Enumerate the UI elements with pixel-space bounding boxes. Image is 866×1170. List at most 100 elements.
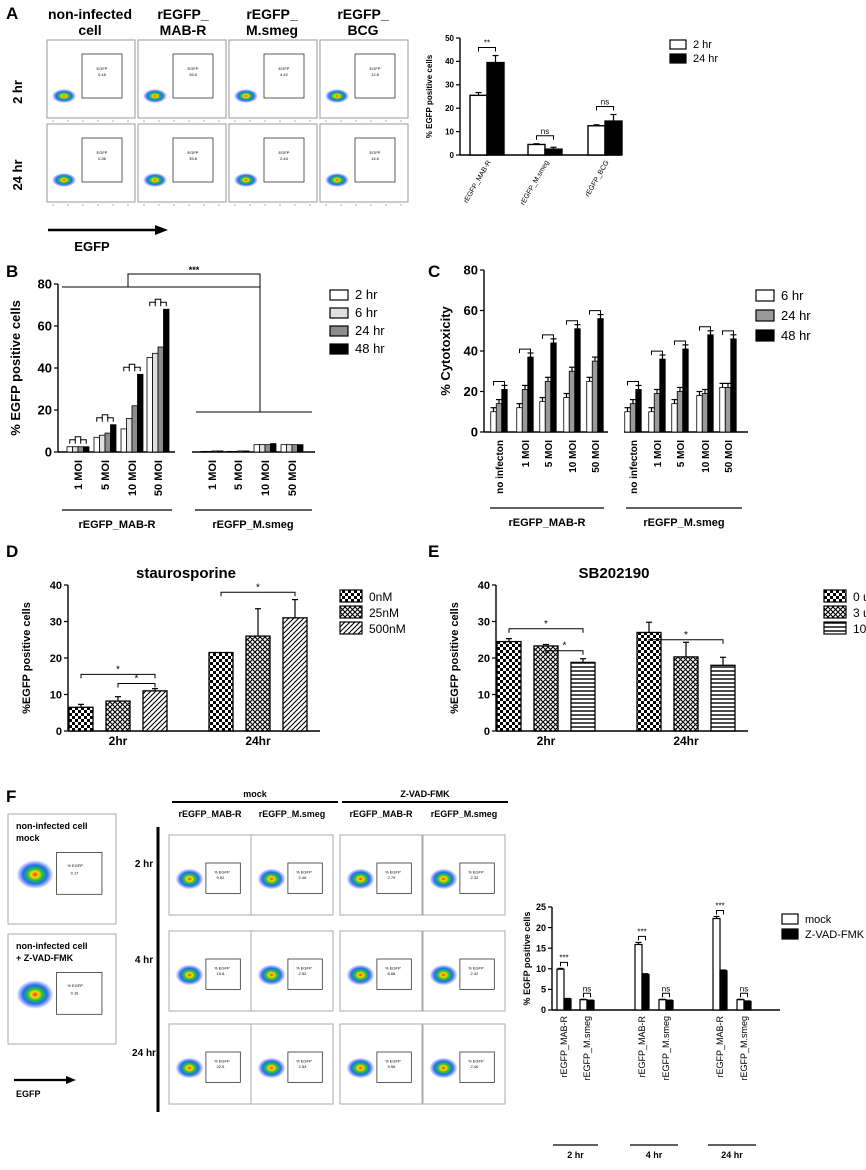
gate-label: EGFP — [370, 66, 381, 71]
gate-value: 0.17 — [71, 871, 80, 876]
y-tick-label: 0 — [56, 726, 62, 738]
panel-f-flow: % EGFP 0.17 non-infected cell mock % EGFP 0.1… — [7, 789, 508, 1112]
gate-value: 2.52 — [299, 971, 308, 976]
cell-population — [16, 860, 54, 889]
col-title-mab-r: rEGFP_ MAB-R — [157, 6, 209, 38]
bar — [110, 424, 117, 453]
panel-a-flow-plots: 2 hr 24 hr EGFP0.18EGFP26.5EGFP4.42EGFP1… — [10, 39, 409, 254]
gate-label: EGFP — [188, 150, 199, 155]
significance-bracket — [560, 961, 568, 967]
y-tick-label: 60 — [464, 303, 478, 318]
egfp-gate — [287, 958, 323, 990]
cell-population — [429, 868, 458, 890]
bar — [653, 393, 661, 433]
flow-plot: % EGFP 0.17 non-infected cell mock — [7, 813, 117, 925]
bar — [282, 617, 308, 732]
egfp-gate — [81, 137, 123, 183]
legend-swatch — [329, 325, 349, 337]
cell-population — [175, 1057, 204, 1079]
egfp-gate — [287, 862, 323, 894]
y-tick-label: 40 — [445, 57, 454, 66]
legend-label: 0nM — [369, 590, 392, 604]
bar — [217, 450, 224, 453]
significance-label: ns — [583, 984, 591, 993]
x-tick-label: 10 MOI — [568, 440, 579, 473]
cell-population — [346, 1057, 375, 1079]
bar — [539, 401, 546, 433]
legend-label: 2 hr — [693, 39, 712, 51]
bar — [83, 446, 90, 453]
gate-label: % EGFP — [468, 869, 484, 874]
gate-label: % EGFP — [385, 869, 401, 874]
gate-label: EGFP — [188, 66, 199, 71]
panel-e-bar-chart: SB202190 0 10 20 30 40 %EGFP positive cells 2hr… — [449, 565, 866, 748]
cell-population — [234, 173, 258, 187]
significance-bracket — [508, 628, 584, 633]
x-tick-label: 50 MOI — [287, 460, 299, 496]
significance-bracket — [134, 366, 141, 372]
x-tick-label: no infecton — [629, 440, 640, 494]
col-title-non-infected: non-infected cell — [48, 6, 132, 38]
panel-a-flow: non-infected cell rEGFP_ MAB-R rEGFP_ M.sme… — [0, 0, 420, 255]
significance-label: * — [684, 630, 688, 641]
group-label: rEGFP_M.smeg — [643, 517, 724, 529]
cell-population — [346, 964, 375, 986]
x-tick-label: rEGFP_MAB-R — [715, 1016, 725, 1078]
comparison-bracket — [127, 273, 261, 412]
legend-swatch — [781, 913, 799, 925]
significance-bracket — [493, 380, 505, 386]
bar — [68, 706, 94, 732]
column-title: rEGFP_M.smeg — [431, 809, 498, 819]
bar — [673, 656, 699, 732]
legend-label: 10 uM — [853, 622, 866, 636]
gate-label: EGFP — [279, 66, 290, 71]
significance-label: ns — [541, 127, 549, 136]
cell-population — [325, 89, 349, 103]
gate-value: 14.6 — [371, 156, 380, 161]
flow-plot-frame — [228, 39, 318, 119]
significance-bracket — [519, 348, 531, 354]
gate-value: 9.92 — [217, 875, 226, 880]
gate-label: % EGFP — [296, 965, 312, 970]
bar — [163, 308, 170, 453]
egfp-gate — [205, 958, 241, 990]
legend-label: 48 hr — [781, 328, 811, 343]
cell-population — [52, 89, 76, 103]
bar — [574, 328, 581, 433]
cell-population — [52, 173, 76, 187]
bar — [724, 387, 732, 433]
y-tick-label: 30 — [478, 616, 490, 628]
x-tick-label: 2hr — [537, 734, 556, 748]
group-label: Z-VAD-FMK — [400, 789, 450, 799]
flow-plot-frame — [228, 123, 318, 203]
legend-swatch — [755, 309, 775, 322]
bar — [237, 450, 244, 453]
legend-swatch — [755, 329, 775, 342]
control-subtitle: + Z-VAD-FMK — [16, 953, 74, 963]
legend-label: 6 hr — [355, 305, 378, 320]
bar — [120, 428, 127, 453]
significance-label: ns — [601, 98, 609, 107]
x-tick-label: rEGFP_BCG — [584, 160, 610, 199]
bar — [586, 999, 595, 1011]
egfp-gate — [263, 137, 305, 183]
group-label: 4 hr — [646, 1150, 663, 1160]
group-label: 24 hr — [721, 1150, 743, 1160]
bar — [126, 417, 133, 453]
y-tick-label: 10 — [50, 689, 62, 701]
x-tick-label: rEGFP_MAB-R — [637, 1016, 647, 1078]
bar — [66, 446, 73, 453]
y-axis-label: % Cytotoxicity — [438, 305, 453, 395]
cell-population — [257, 1057, 286, 1079]
panel-a-bar-chart: 0 10 20 30 40 50 % EGFP positive cells ** rEGFP_… — [425, 34, 718, 207]
bar — [131, 405, 138, 453]
